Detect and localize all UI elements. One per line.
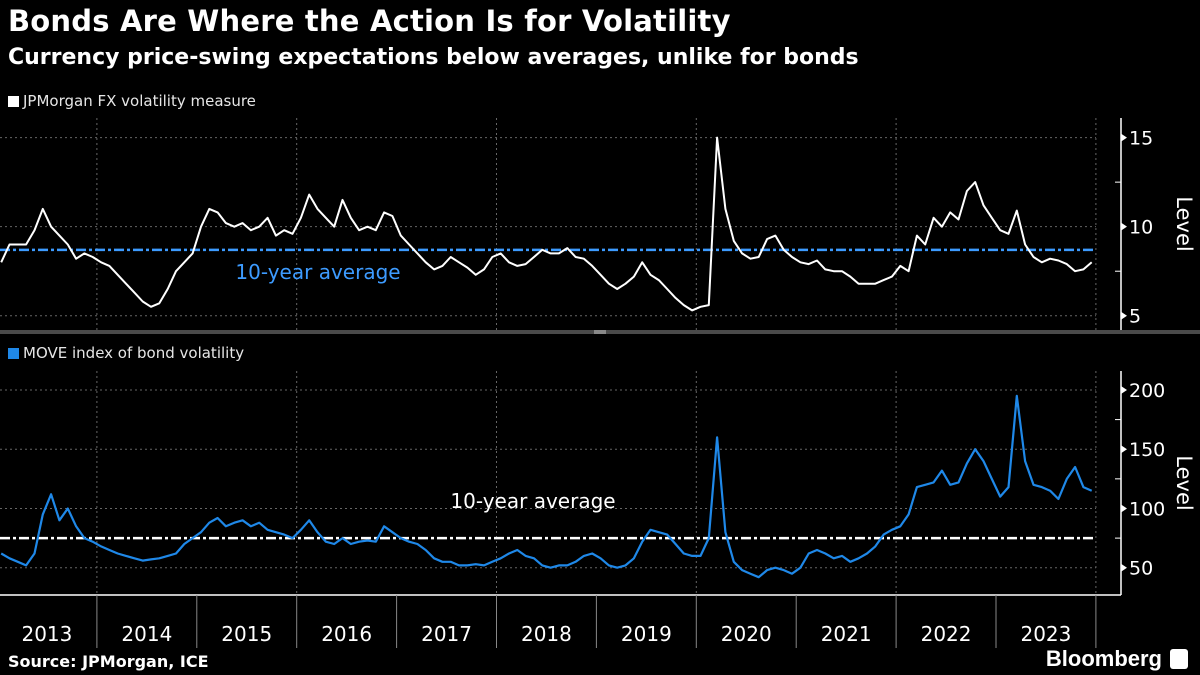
x-tick-label: 2022 (921, 622, 972, 646)
y-tick-label: 200 (1129, 380, 1165, 402)
legend-label-fx: JPMorgan FX volatility measure (23, 92, 256, 110)
average-label: 10-year average (450, 489, 615, 513)
y-tick (1121, 385, 1127, 394)
y-axis-title: Level (1172, 455, 1196, 510)
y-tick (1121, 445, 1127, 454)
x-tick-label: 2014 (121, 622, 172, 646)
legend-label-move: MOVE index of bond volatility (23, 344, 245, 362)
bloomberg-logo: Bloomberg (1046, 646, 1188, 672)
series-line (0, 136, 1093, 312)
x-tick-label: 2021 (821, 622, 872, 646)
y-tick-label: 150 (1129, 439, 1165, 461)
x-tick-label: 2019 (621, 622, 672, 646)
y-tick (1121, 504, 1127, 513)
source-note: Source: JPMorgan, ICE (8, 652, 209, 671)
y-axis-title: Level (1172, 196, 1196, 251)
x-tick-label: 2016 (321, 622, 372, 646)
legend-swatch-fx (8, 95, 19, 107)
legend-move: MOVE index of bond volatility (8, 344, 244, 362)
x-tick-label: 2023 (1020, 622, 1071, 646)
x-tick-label: 2015 (221, 622, 272, 646)
x-tick-label: 2018 (521, 622, 572, 646)
x-tick-label: 2013 (21, 622, 72, 646)
y-tick-label: 5 (1129, 306, 1141, 328)
logo-text: Bloomberg (1045, 646, 1162, 671)
y-tick-label: 100 (1129, 498, 1165, 520)
chart-subtitle: Currency price-swing expectations below … (8, 45, 859, 70)
y-tick (1121, 222, 1127, 231)
chart-title: Bonds Are Where the Action Is for Volati… (8, 4, 731, 38)
y-tick-label: 15 (1129, 128, 1153, 150)
legend-fx: JPMorgan FX volatility measure (8, 92, 256, 110)
average-label: 10-year average (235, 260, 400, 284)
separator-handle (594, 330, 606, 334)
x-tick-label: 2017 (421, 622, 472, 646)
y-tick (1121, 311, 1127, 320)
series-line (0, 394, 1093, 579)
y-tick-label: 10 (1129, 217, 1153, 239)
chart-icon (1170, 649, 1188, 669)
y-tick (1121, 133, 1127, 142)
legend-swatch-move (8, 347, 19, 359)
y-tick-label: 50 (1129, 558, 1153, 580)
x-tick-label: 2020 (721, 622, 772, 646)
y-tick (1121, 563, 1127, 572)
